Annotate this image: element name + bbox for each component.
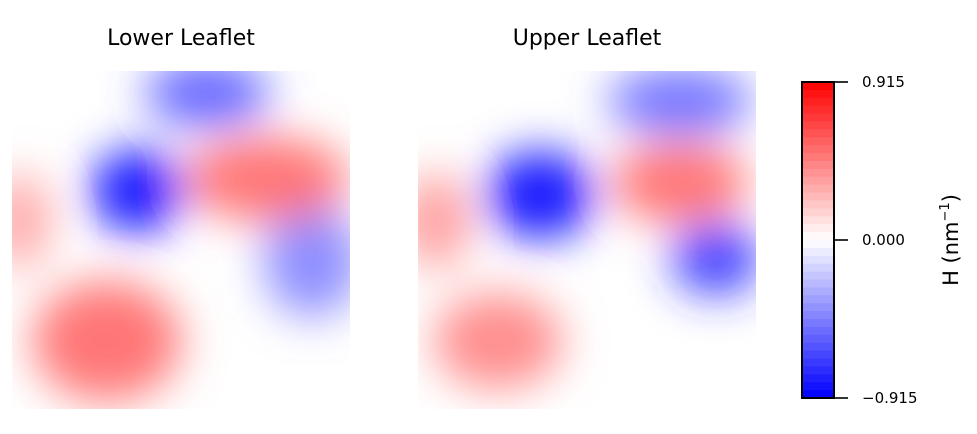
colorbar-band [802, 161, 834, 170]
colorbar-band [802, 390, 834, 399]
colorbar-band [802, 342, 834, 352]
lower-leaflet-heatmap [12, 71, 350, 401]
colorbar-band [802, 287, 834, 296]
colorbar-band [802, 263, 834, 273]
colorbar-band [802, 255, 834, 265]
colorbar-band [802, 82, 834, 91]
colorbar-tick-label: 0.915 [862, 73, 905, 91]
upper-leaflet-blob [434, 293, 562, 389]
colorbar-band [802, 153, 834, 162]
colorbar-band [802, 89, 834, 99]
colorbar-band [802, 311, 834, 320]
upper-leaflet-title: Upper Leaflet [513, 26, 662, 51]
colorbar-band [802, 271, 834, 281]
colorbar-band [802, 374, 834, 383]
colorbar-band [802, 240, 834, 249]
colorbar-band [802, 326, 834, 336]
lower-leaflet-blob [264, 205, 350, 317]
upper-leaflet-blob [418, 173, 468, 269]
colorbar-ticks: 0.915 0.000 −0.915 [834, 73, 918, 407]
colorbar-band [802, 303, 834, 312]
colorbar-band [802, 121, 834, 130]
colorbar: 0.915 0.000 −0.915 H (nm−1) [801, 73, 963, 407]
colorbar-band [802, 232, 834, 241]
colorbar-band [802, 184, 834, 194]
colorbar-tick-label: −0.915 [862, 389, 918, 407]
colorbar-band [802, 200, 834, 209]
colorbar-gradient [802, 82, 834, 399]
colorbar-band [802, 279, 834, 288]
colorbar-band [802, 350, 834, 360]
colorbar-band [802, 113, 834, 123]
colorbar-band [802, 247, 834, 257]
colorbar-label: H (nm−1) [938, 194, 963, 286]
upper-leaflet-blob [486, 151, 594, 239]
lower-leaflet-blob [12, 173, 50, 269]
upper-leaflet-blob [672, 223, 756, 295]
colorbar-band [802, 129, 834, 138]
colorbar-band [802, 216, 834, 225]
upper-leaflet-blob [608, 71, 752, 135]
lower-leaflet-blob [33, 281, 181, 401]
lower-leaflet-blob [185, 137, 349, 221]
colorbar-band [802, 358, 834, 367]
colorbar-band [802, 295, 834, 304]
colorbar-tick-label: 0.000 [862, 231, 905, 249]
colorbar-band [802, 366, 834, 375]
colorbar-band [802, 137, 834, 146]
lower-leaflet-panel: Lower Leaflet [12, 26, 350, 409]
colorbar-band [802, 105, 834, 115]
colorbar-band [802, 168, 834, 178]
lower-leaflet-blob [91, 149, 183, 233]
colorbar-band [802, 97, 834, 107]
colorbar-band [802, 382, 834, 391]
upper-leaflet-heatmap [418, 71, 756, 389]
upper-leaflet-panel: Upper Leaflet [418, 26, 756, 409]
colorbar-band [802, 192, 834, 202]
lower-leaflet-title: Lower Leaflet [107, 26, 255, 51]
colorbar-band [802, 319, 834, 328]
colorbar-band [802, 334, 834, 344]
colorbar-band [802, 145, 834, 154]
lower-leaflet-blob [145, 71, 269, 127]
colorbar-band [802, 208, 834, 217]
upper-leaflet-blob [612, 143, 748, 223]
colorbar-band [802, 224, 834, 233]
colorbar-band [802, 176, 834, 186]
